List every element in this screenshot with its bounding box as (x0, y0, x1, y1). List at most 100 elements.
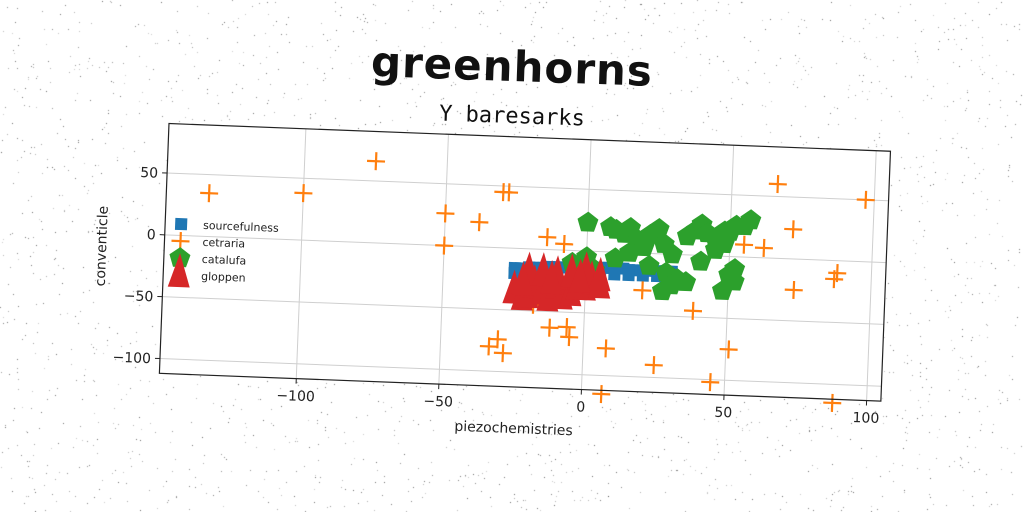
series-3 (561, 209, 762, 301)
data-point-pentagon (638, 254, 660, 276)
data-point-plus-v (301, 184, 305, 203)
data-point-plus (557, 318, 576, 337)
data-point-plus (366, 152, 386, 171)
y-tick-label: −50 (123, 288, 153, 305)
data-point-plus (592, 385, 611, 404)
data-point-plus (735, 235, 754, 254)
x-tick-label: −50 (423, 394, 453, 411)
data-point-pentagon (740, 209, 762, 230)
data-point-plus-v (708, 373, 712, 392)
data-point-pentagon (651, 280, 673, 301)
data-point-plus (644, 356, 663, 375)
data-point-plus (596, 339, 615, 358)
data-point-plus-v (776, 175, 780, 194)
y-gridline (164, 234, 887, 264)
data-point-plus (555, 234, 574, 254)
data-point-plus (560, 328, 579, 347)
x-gridline (438, 134, 449, 385)
data-point-plus (784, 280, 803, 300)
data-point-pentagon (675, 271, 697, 292)
data-point-pentagon (713, 232, 735, 254)
scatter-chart: −100 −50 0 50 100 50 0 −50 −100 piezochemistries c… (93, 122, 892, 440)
data-point-pentagon (690, 250, 712, 271)
data-point-plus-v (762, 238, 766, 257)
data-point-triangle (511, 261, 534, 296)
data-point-plus-v (507, 183, 511, 202)
legend-label: sourcefulness (203, 219, 279, 235)
x-tick-label: 0 (576, 399, 586, 415)
data-point-plus (719, 340, 738, 359)
data-point-plus-v (742, 235, 746, 254)
x-tick-label: 50 (714, 405, 732, 422)
data-point-plus (436, 204, 455, 223)
data-point-plus (856, 190, 875, 209)
x-tick-label: 100 (852, 410, 879, 427)
y-axis-label: conventicle (93, 206, 112, 287)
data-point-plus (479, 337, 498, 356)
data-point-plus (825, 270, 844, 289)
data-point-plus-v (567, 328, 571, 347)
legend-marker (167, 253, 190, 288)
data-point-plus-v (792, 280, 796, 300)
y-tick-label: 50 (140, 165, 158, 182)
data-point-plus-v (501, 344, 505, 363)
data-point-plus-v (207, 184, 211, 203)
series-4 (502, 251, 611, 312)
data-point-pentagon (648, 218, 670, 239)
data-point-plus-v (487, 337, 491, 356)
data-point-plus-v (442, 236, 446, 255)
data-point-square (622, 268, 635, 282)
data-point-pentagon (577, 211, 599, 232)
data-point-plus-v (562, 234, 566, 254)
data-point-plus-v (691, 301, 695, 320)
data-point-plus (435, 236, 454, 255)
data-point-plus (488, 330, 507, 349)
data-point-plus-v (548, 318, 551, 337)
x-gridline (295, 128, 307, 379)
data-point-plus-v (545, 228, 549, 247)
data-point-plus (200, 184, 219, 203)
chart-container: −100 −50 0 50 100 50 0 −50 −100 piezochemistries c… (78, 109, 910, 480)
legend-label: cetraria (202, 236, 245, 251)
data-point-plus (683, 301, 703, 320)
data-point-plus-v (652, 356, 656, 375)
y-tick-label: 0 (146, 227, 156, 243)
data-point-pentagon (661, 243, 683, 264)
data-point-plus-v (604, 339, 608, 358)
data-point-plus (294, 184, 313, 203)
data-point-square (608, 268, 621, 281)
data-point-plus-v (640, 281, 644, 300)
data-point-plus (754, 238, 773, 257)
data-point-plus (701, 373, 720, 392)
data-point-triangle (588, 256, 611, 292)
data-point-plus-v (727, 340, 731, 359)
x-tick-label: −100 (276, 388, 315, 405)
y-gridline (162, 296, 884, 325)
data-point-plus (823, 393, 842, 412)
data-point-pentagon (712, 279, 733, 301)
data-point-triangle (568, 258, 591, 293)
data-point-plus (784, 220, 803, 239)
data-point-pentagon (619, 241, 641, 262)
data-point-plus-v (791, 220, 795, 239)
legend-label: gloppen (201, 270, 246, 285)
x-gridline (866, 150, 877, 401)
data-point-plus (538, 228, 557, 247)
data-point-plus-v (832, 270, 836, 289)
legend-label: catalufa (202, 253, 247, 268)
data-point-plus-v (477, 213, 481, 232)
data-point-triangle (539, 259, 562, 295)
x-axis-label: piezochemistries (454, 419, 573, 440)
y-tick-label: −100 (112, 350, 151, 367)
data-point-plus (540, 318, 559, 337)
data-point-plus (768, 175, 787, 194)
data-point-plus-v (374, 152, 378, 171)
data-point-plus-v (443, 204, 447, 223)
data-point-pentagon (724, 258, 746, 279)
data-point-plus-v (864, 190, 868, 209)
data-point-plus-v (496, 330, 500, 349)
y-gridline (167, 172, 889, 202)
plot-frame (158, 122, 892, 402)
data-point-plus-v (599, 385, 603, 404)
data-point-plus-v (830, 393, 834, 412)
